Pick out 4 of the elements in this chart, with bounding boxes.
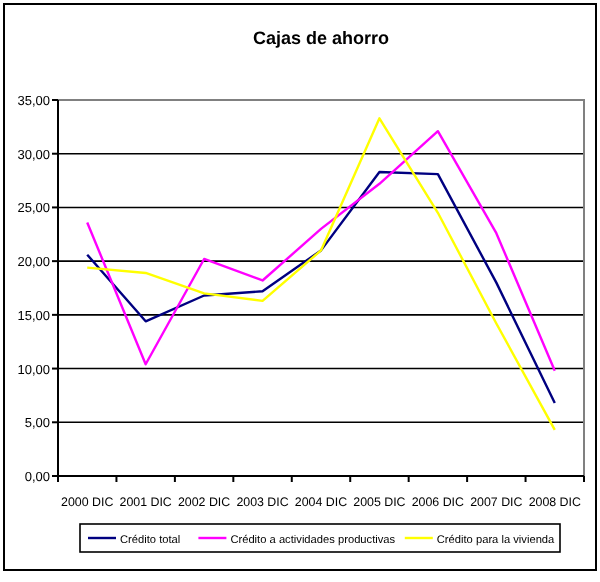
line-series xyxy=(86,170,556,405)
line-series xyxy=(86,129,556,372)
chart-title: Cajas de ahorro xyxy=(252,28,391,48)
line-series xyxy=(86,117,556,432)
